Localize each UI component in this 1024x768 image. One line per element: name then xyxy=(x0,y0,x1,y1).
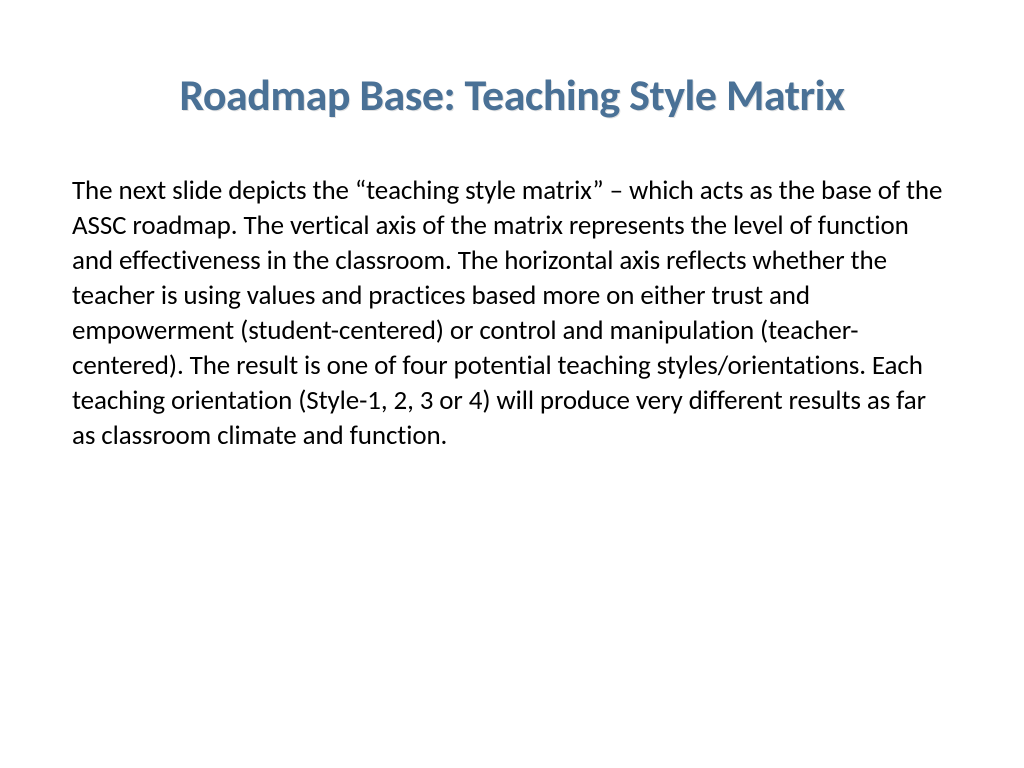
slide-body-text: The next slide depicts the “teaching sty… xyxy=(72,173,952,454)
slide-title: Roadmap Base: Teaching Style Matrix xyxy=(72,70,952,121)
slide-container: Roadmap Base: Teaching Style Matrix The … xyxy=(0,0,1024,768)
